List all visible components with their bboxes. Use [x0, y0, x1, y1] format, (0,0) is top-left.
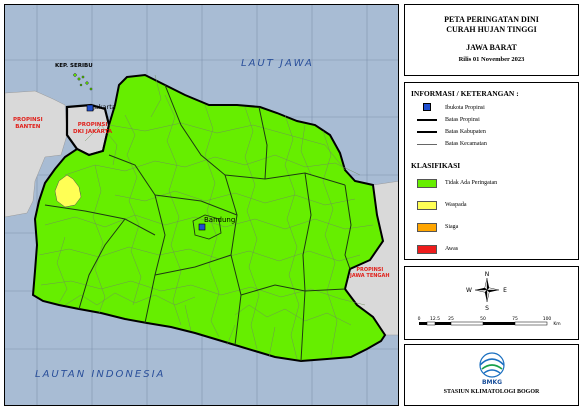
title-line2: CURAH HUJAN TINGGI — [446, 25, 537, 34]
dki-label-line2: DKI JAKARTA — [73, 129, 113, 135]
scale-ticks: 0 12.5 25 50 75 100 Km — [418, 316, 561, 327]
compass-scale-box: N S E W 0 12.5 25 50 75 100 Km — [404, 266, 579, 340]
orange-swatch — [417, 222, 437, 232]
legend-label-province-border: Batas Propinsi — [445, 117, 480, 123]
compass-rose-icon: N S E W 0 12.5 25 50 75 100 Km — [418, 271, 561, 327]
green-swatch — [417, 178, 437, 188]
capital-square-icon — [417, 103, 437, 113]
banten-label: PROPINSI BANTEN — [13, 117, 43, 131]
jateng-label-line1: PROPINSI — [356, 267, 384, 273]
jawa-tengah-label: PROPINSI JAWA TENGAH — [350, 267, 390, 279]
scale-bar — [419, 321, 548, 326]
compass-s: S — [485, 305, 489, 312]
bandung-capital-marker — [198, 223, 206, 231]
legend-label-district-border: Batas Kecamatan — [445, 141, 487, 147]
thin-line-icon — [417, 143, 437, 145]
legend-class-none: Tidak Ada Peringatan — [417, 178, 497, 188]
station-name: STASIUN KLIMATOLOGI BOGOR — [443, 389, 540, 395]
jakarta-capital-marker — [86, 104, 94, 112]
legend-item-regency-border: Batas Kabupaten — [417, 127, 486, 137]
legend-item-district-border: Batas Kecamatan — [417, 139, 487, 149]
banten-label-line1: PROPINSI — [13, 117, 43, 123]
compass-w: W — [466, 287, 472, 294]
scale-tick-5: 100 — [543, 316, 552, 322]
red-swatch — [417, 244, 437, 254]
laut-jawa-label: LAUT JAWA — [241, 58, 314, 69]
bandung-city-area — [192, 214, 222, 240]
banten-label-line2: BANTEN — [15, 124, 41, 130]
kep-seribu-label: KEP. SERIBU — [55, 63, 93, 69]
map-canvas — [5, 5, 398, 405]
scale-tick-3: 50 — [480, 316, 486, 322]
legend-box: INFORMASI / KETERANGAN : Ibukota Propins… — [404, 82, 579, 260]
legend-item-province-border: Batas Propinsi — [417, 115, 480, 125]
yellow-swatch — [417, 200, 437, 210]
bandung-label: Bandung — [204, 216, 236, 224]
scale-tick-4: 75 — [512, 316, 518, 322]
dki-jakarta-label: PROPINSI DKI JAKARTA — [73, 122, 112, 136]
waspada-zone — [54, 174, 82, 208]
map-frame: · LAUT JAWA LAUTAN INDONESIA KEP. SERIBU… — [4, 4, 399, 406]
bmkg-logo-icon: BMKG — [478, 352, 505, 385]
classification-title: KLASIFIKASI — [411, 161, 461, 170]
compass-e: E — [503, 287, 507, 294]
region-title: JAWA BARAT — [466, 43, 517, 52]
info-title: INFORMASI / KETERANGAN : — [411, 89, 519, 98]
legend-class-awas: Awas — [417, 244, 458, 254]
legend-class-siaga-label: Siaga — [445, 224, 459, 230]
jateng-label-line2: JAWA TENGAH — [350, 273, 390, 279]
legend-label-capital: Ibukota Propinsi — [445, 105, 485, 111]
kabupaten-boundaries — [44, 84, 352, 362]
side-panel: PETA PERINGATAN DINI CURAH HUJAN TINGGI … — [404, 4, 579, 406]
medium-line-icon — [417, 131, 437, 133]
kecamatan-boundaries — [38, 74, 374, 360]
title-line1: PETA PERINGATAN DINI — [444, 15, 539, 24]
release-date: Rilis 01 November 2023 — [458, 56, 525, 63]
dki-label-line1: PROPINSI — [77, 122, 108, 128]
legend-class-waspada-label: Waspada — [445, 202, 467, 208]
legend-class-none-label: Tidak Ada Peringatan — [445, 180, 498, 186]
compass-n: N — [485, 271, 490, 278]
logo-box: BMKG STASIUN KLIMATOLOGI BOGOR — [404, 344, 579, 406]
lautan-indonesia-label: LAUTAN INDONESIA — [35, 369, 166, 380]
scale-tick-0: 0 — [418, 316, 421, 322]
legend-class-siaga: Siaga — [417, 222, 458, 232]
title-box: PETA PERINGATAN DINI CURAH HUJAN TINGGI … — [404, 4, 579, 76]
banten-province-area — [5, 90, 68, 218]
legend-label-regency-border: Batas Kabupaten — [445, 129, 486, 135]
scale-tick-1: 12.5 — [430, 316, 440, 322]
kep-seribu-islands — [73, 73, 93, 91]
legend-class-awas-label: Awas — [445, 246, 459, 252]
scale-tick-2: 25 — [448, 316, 454, 322]
jakarta-label: Jakarta — [93, 103, 116, 111]
legend-item-capital: Ibukota Propinsi — [417, 103, 485, 113]
thick-line-icon — [417, 118, 437, 122]
logo-text: BMKG — [481, 379, 501, 385]
scale-unit: Km — [553, 321, 560, 327]
legend-class-waspada: Waspada — [417, 200, 467, 210]
